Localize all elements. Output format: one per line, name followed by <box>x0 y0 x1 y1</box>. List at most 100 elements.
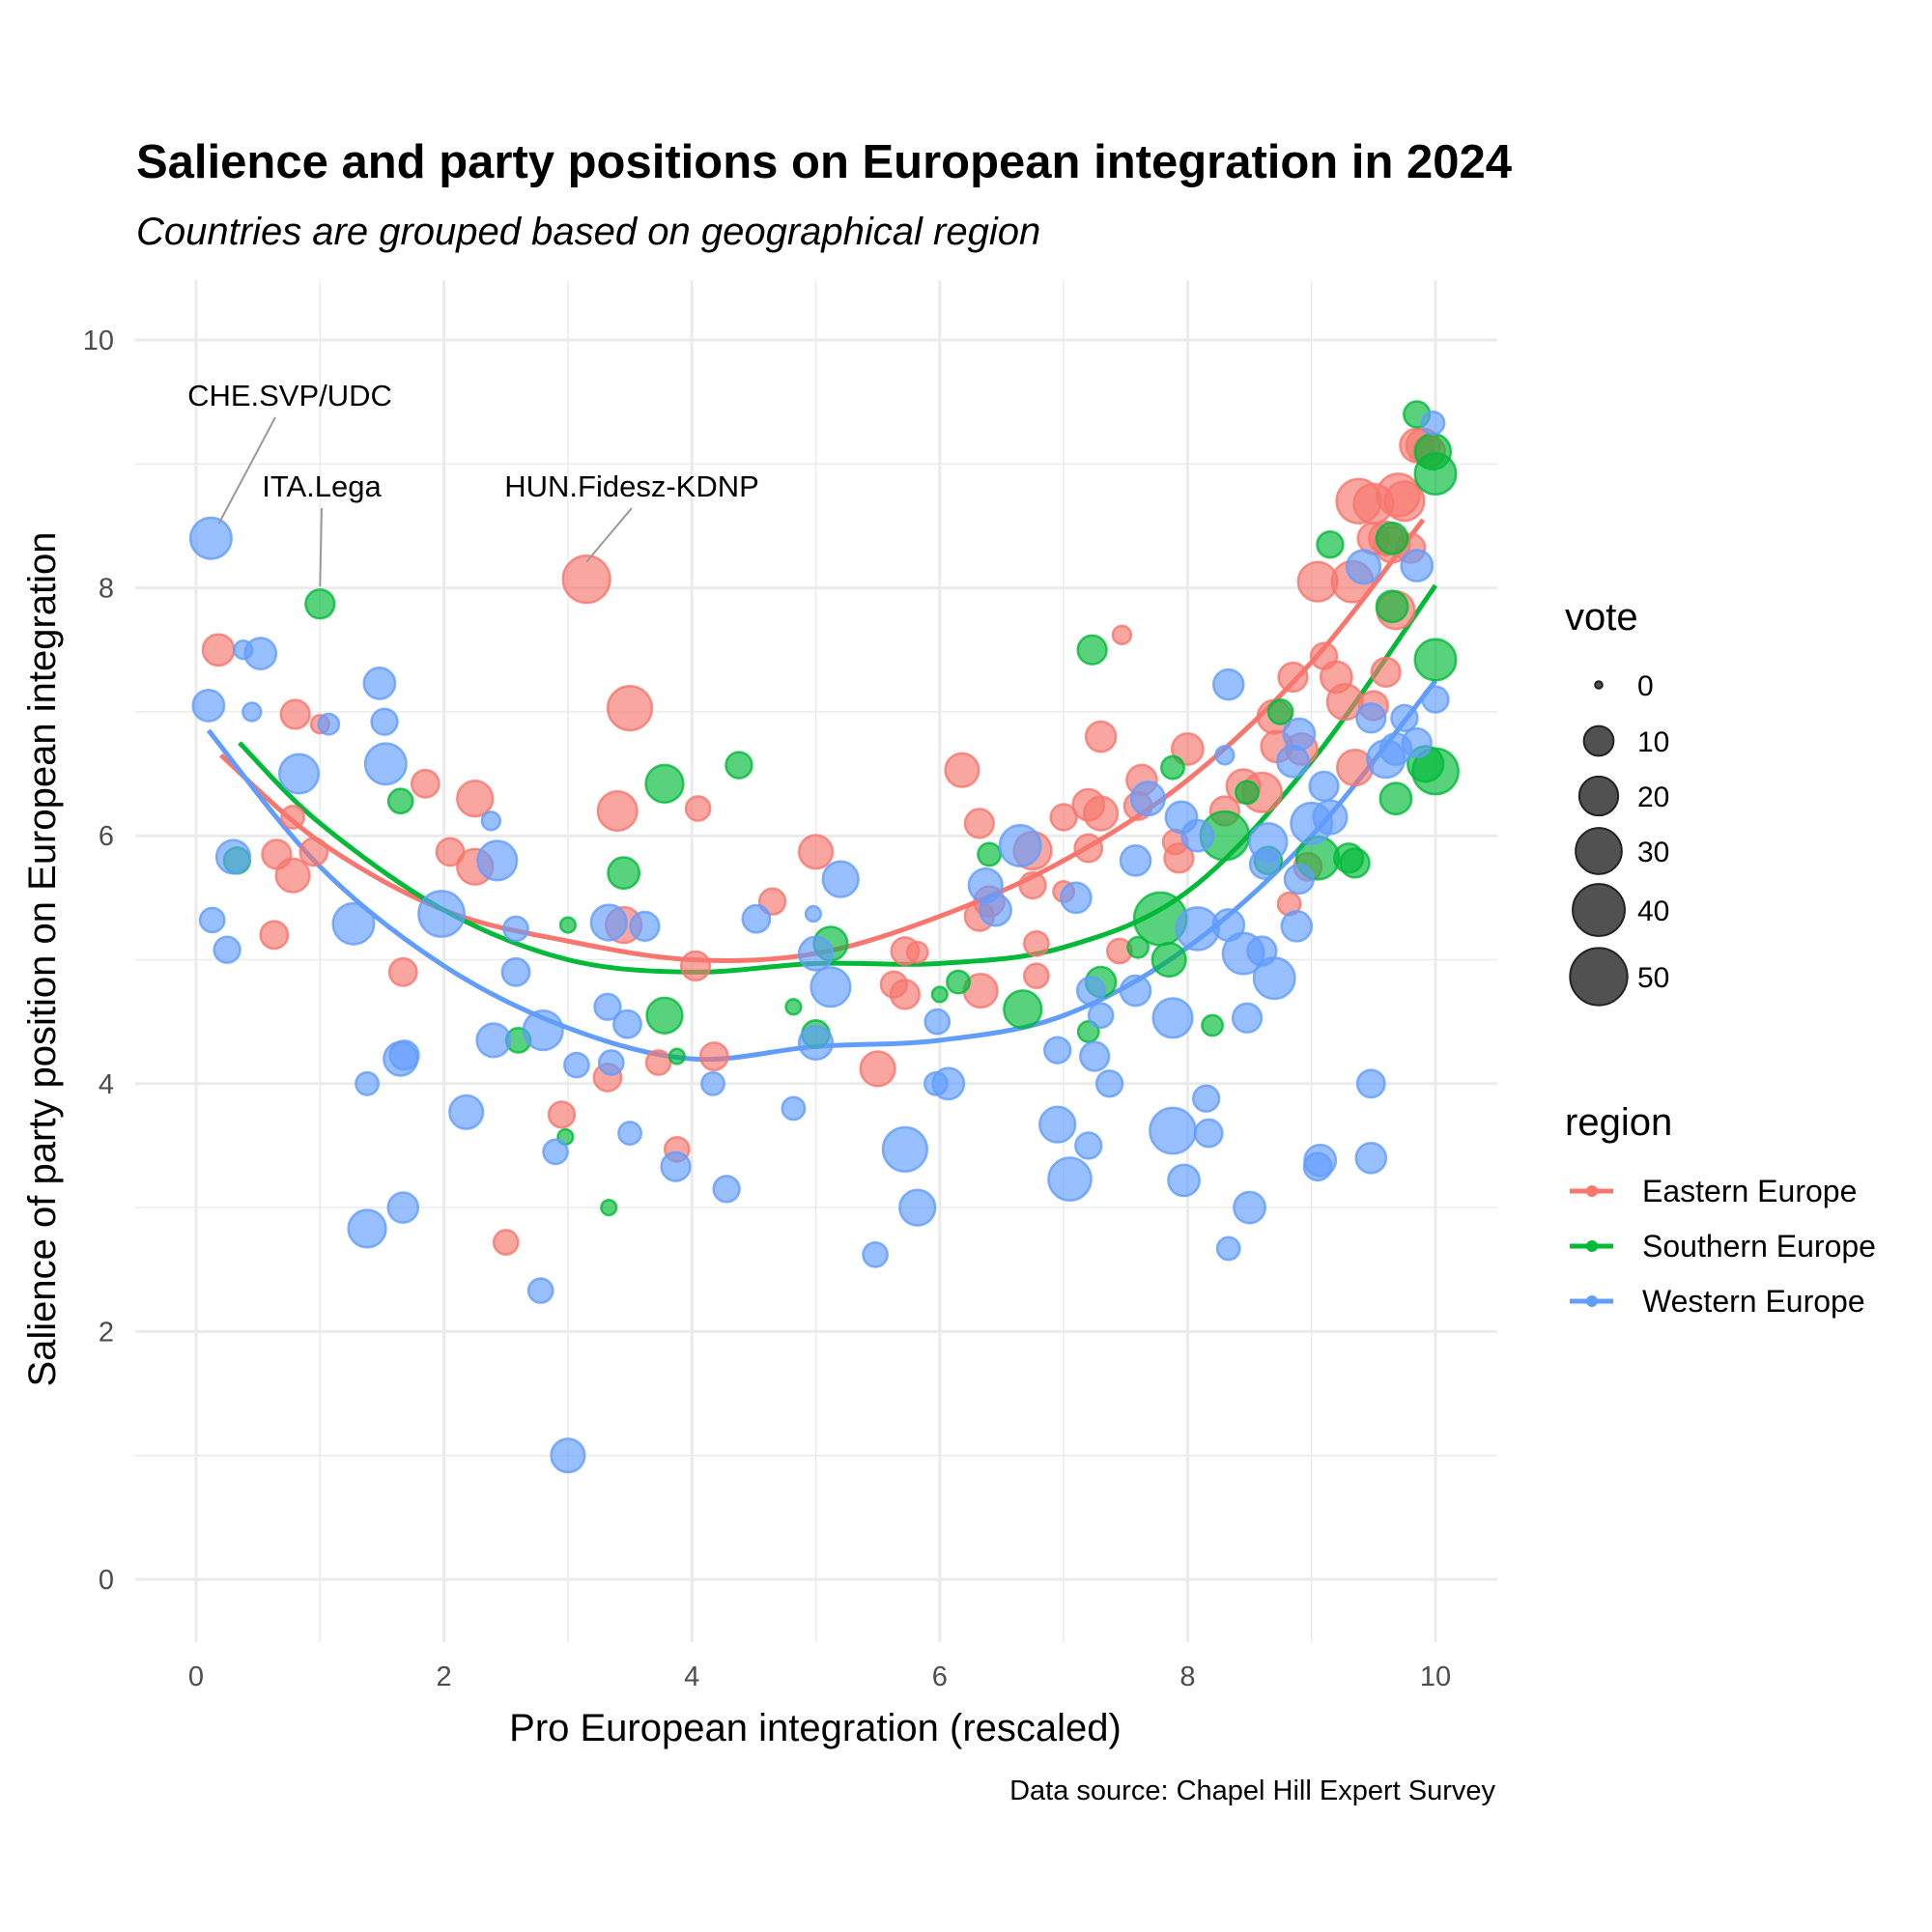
data-point <box>1252 956 1296 1001</box>
data-point <box>362 666 397 700</box>
data-point <box>502 915 529 943</box>
data-point <box>1129 781 1166 817</box>
data-point <box>1074 1131 1103 1160</box>
data-point <box>607 856 641 891</box>
data-point <box>1266 698 1294 725</box>
data-point <box>617 1121 642 1147</box>
data-point <box>550 1437 586 1474</box>
data-point <box>456 780 495 818</box>
data-point <box>347 1208 387 1249</box>
data-point <box>317 712 341 736</box>
data-point <box>1355 1068 1386 1099</box>
data-point <box>905 940 929 964</box>
x-tick-label: 8 <box>1179 1662 1195 1692</box>
data-point <box>1075 976 1106 1007</box>
legend-size-key <box>1594 680 1604 690</box>
data-point <box>480 810 502 832</box>
data-point <box>1316 530 1345 559</box>
data-point <box>1084 720 1118 753</box>
y-tick-label: 8 <box>99 574 114 605</box>
data-point <box>1201 1013 1224 1037</box>
data-point <box>1193 1118 1224 1149</box>
y-tick-label: 0 <box>99 1565 114 1596</box>
data-point <box>1375 589 1409 624</box>
data-point <box>388 1039 420 1071</box>
data-point <box>881 1125 928 1173</box>
data-point <box>542 1138 569 1166</box>
y-tick-label: 4 <box>99 1069 114 1100</box>
data-point <box>1211 668 1245 701</box>
data-point <box>821 860 860 898</box>
data-point <box>279 698 311 730</box>
data-point <box>370 707 399 736</box>
data-point <box>563 1051 590 1079</box>
data-point <box>1060 881 1093 915</box>
data-point <box>712 1175 741 1204</box>
data-point <box>1383 480 1426 523</box>
data-point <box>629 910 661 942</box>
axis-ticks: 0 2 4 6 8 10 0 2 4 6 8 10 <box>83 326 1451 1692</box>
chart-title: Salience and party positions on European… <box>136 136 1513 188</box>
data-point <box>417 890 466 938</box>
x-tick-label: 6 <box>932 1662 948 1692</box>
data-point <box>387 956 418 987</box>
legend-size-key <box>1569 947 1629 1007</box>
data-point <box>596 789 639 833</box>
data-point <box>977 841 1003 867</box>
data-point <box>1283 863 1316 895</box>
data-point <box>741 903 772 934</box>
data-point <box>1413 452 1458 497</box>
annotation-leader <box>585 507 633 563</box>
data-point <box>526 1277 554 1304</box>
data-point <box>386 787 414 815</box>
data-point <box>1038 1105 1077 1144</box>
data-point <box>1276 744 1310 779</box>
data-point <box>679 950 712 982</box>
data-point <box>476 839 519 882</box>
data-point <box>593 992 622 1021</box>
data-point <box>304 588 336 620</box>
data-point <box>1180 818 1215 853</box>
data-point <box>797 834 835 870</box>
data-point <box>1126 935 1150 959</box>
x-axis-label: Pro European integration (rescaled) <box>509 1707 1122 1749</box>
data-point <box>1149 1106 1197 1155</box>
data-point <box>1308 770 1340 803</box>
data-point <box>1119 844 1152 877</box>
data-point <box>1231 1002 1264 1034</box>
data-point <box>597 1049 625 1076</box>
data-point <box>944 752 980 788</box>
x-tick-label: 10 <box>1420 1662 1451 1692</box>
data-point <box>606 684 654 732</box>
chart-caption: Data source: Chapel Hill Expert Survey <box>1009 1776 1495 1806</box>
data-point <box>660 1151 692 1182</box>
data-point <box>1119 974 1152 1008</box>
data-point <box>810 966 852 1009</box>
annotation-leader <box>217 416 276 525</box>
data-point <box>198 906 226 934</box>
annotation-label: HUN.Fidesz-KDNP <box>504 469 759 503</box>
legend-size-key <box>1582 724 1615 757</box>
data-point <box>898 1188 937 1227</box>
data-point <box>797 1024 835 1062</box>
x-tick-label: 4 <box>684 1662 699 1692</box>
data-point <box>363 742 408 786</box>
data-point <box>1087 1002 1115 1030</box>
data-point <box>946 969 971 995</box>
data-point <box>1023 929 1050 957</box>
data-point <box>274 857 311 894</box>
data-point <box>1277 661 1309 694</box>
data-point <box>280 805 306 830</box>
data-point <box>684 795 712 822</box>
data-point <box>1160 754 1185 781</box>
data-point <box>698 1041 729 1072</box>
y-tick-label: 6 <box>99 821 114 852</box>
legend-color-label: Southern Europe <box>1642 1229 1876 1264</box>
smooth-line <box>219 518 1426 963</box>
data-point <box>700 1070 725 1096</box>
data-point <box>1163 842 1195 874</box>
data-point <box>797 935 835 972</box>
data-point <box>492 1229 520 1256</box>
data-point <box>547 1100 577 1129</box>
data-point <box>612 1009 642 1039</box>
